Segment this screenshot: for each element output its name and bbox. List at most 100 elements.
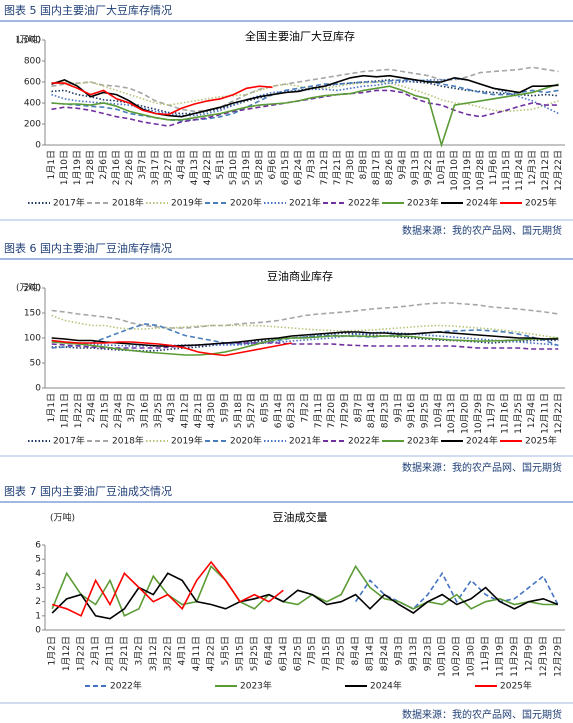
x-tick-label: 10月20日 [460,393,471,434]
x-tick-label: 12月19日 [538,636,549,677]
series-line [51,560,284,617]
x-tick-label: 10月4日 [433,393,444,428]
x-tick-label: 8月14日 [366,393,377,428]
x-tick-label: 6月15日 [280,150,291,185]
chart-title: 豆油商业库存 [267,269,333,283]
x-tick-label: 4月12日 [180,393,191,428]
x-tick-label: 7月29日 [340,393,351,428]
legend-label: 2022年 [348,435,380,447]
x-tick-label: 11月15日 [501,150,512,191]
x-tick-label: 2月21日 [119,636,130,671]
x-tick-label: 7月15日 [321,636,332,671]
x-tick-label: 8月7日 [353,393,364,422]
x-tick-label: 9月13日 [408,636,419,671]
x-tick-label: 7月2日 [300,393,311,422]
series-line [51,82,273,116]
legend-label: 2019年 [171,435,203,447]
series-line [51,81,559,113]
x-tick-label: 4月30日 [206,393,217,428]
y-tick-label: 200 [24,284,41,294]
x-tick-label: 3月25日 [153,393,164,428]
x-tick-label: 3月17日 [150,150,161,185]
legend-label: 2021年 [289,435,321,447]
legend-label: 2024年 [370,680,402,692]
legend-label: 2025年 [525,435,557,447]
x-tick-label: 4月22日 [202,150,213,185]
y-tick-label: 2 [35,597,41,607]
legend-label: 2020年 [230,197,262,209]
unit-label: (万吨) [16,282,41,294]
x-tick-label: 7月30日 [345,150,356,185]
x-tick-label: 8月24日 [379,636,390,671]
series-line [354,571,559,610]
legend-label: 2023年 [407,435,439,447]
x-tick-label: 10月13日 [446,393,457,434]
x-tick-label: 11月9日 [480,636,491,671]
x-tick-label: 4月3日 [166,393,177,422]
x-tick-label: 5月27日 [246,393,257,428]
x-tick-label: 8月8日 [358,150,369,179]
legend-label: 2023年 [240,680,272,692]
legend-label: 2022年 [110,680,142,692]
x-tick-label: 2月16日 [111,150,122,185]
x-tick-label: 5月19日 [241,150,252,185]
x-tick-label: 6月14日 [273,393,284,428]
x-tick-label: 9月3日 [393,636,404,665]
x-tick-label: 5月10日 [228,150,239,185]
x-tick-label: 6月14日 [278,636,289,671]
x-tick-label: 11月7日 [486,393,497,428]
legend-label: 2017年 [53,197,85,209]
x-tick-label: 3月2日 [133,636,144,665]
series-line [51,314,559,339]
source-note: 数据来源：我的农产品网、国元期货 [402,224,562,237]
x-tick-label: 4月11日 [191,636,202,671]
y-tick-label: 400 [24,99,41,109]
x-tick-label: 12月12日 [540,150,551,191]
x-tick-label: 5月15日 [235,636,246,671]
x-tick-label: 3月16日 [140,393,151,428]
x-tick-label: 9月13日 [410,150,421,185]
series-line [51,339,292,357]
y-tick-label: 800 [24,57,41,67]
x-tick-label: 12月22日 [553,150,564,191]
series-line [51,302,559,329]
y-tick-label: 4 [35,569,41,579]
y-tick-label: 0 [35,626,41,636]
series-line [51,331,559,347]
x-tick-label: 2月6日 [98,150,109,179]
x-tick-label: 7月11日 [313,393,324,428]
series-line [51,564,558,617]
series-line [51,342,559,350]
x-tick-label: 6月4日 [263,636,274,665]
x-tick-label: 12月4日 [526,393,537,428]
series-line [51,79,559,122]
series-line [51,66,559,113]
x-tick-label: 2月24日 [113,393,124,428]
legend-label: 2020年 [230,435,262,447]
x-tick-label: 6月25日 [292,636,303,671]
x-tick-label: 1月2日 [47,636,58,665]
y-tick-label: 3 [35,583,41,593]
series-line [51,323,559,349]
x-tick-label: 5月25日 [249,636,260,671]
x-tick-label: 11月24日 [514,150,525,191]
x-tick-label: 8月14日 [365,636,376,671]
x-tick-label: 5月9日 [220,393,231,422]
x-tick-label: 2月1日 [90,636,101,665]
x-tick-label: 1月22日 [73,393,84,428]
x-tick-label: 11月16日 [500,393,511,434]
y-tick-label: 1,000 [15,36,41,46]
x-tick-label: 4月1日 [177,636,188,665]
legend-label: 2025年 [500,680,532,692]
y-tick-label: 1 [35,611,41,621]
x-tick-label: 4月13日 [189,150,200,185]
x-tick-label: 6月23日 [286,393,297,428]
x-tick-label: 3月27日 [163,150,174,185]
x-tick-label: 9月16日 [406,393,417,428]
source-note: 数据来源：我的农产品网、国元期货 [402,461,562,474]
x-tick-label: 12月3日 [527,150,538,185]
x-tick-label: 12月29日 [552,636,563,677]
x-tick-label: 10月19日 [462,150,473,191]
figure-caption: 图表 7 国内主要油厂豆油成交情况 [4,484,172,498]
x-tick-label: 10月10日 [437,636,448,677]
